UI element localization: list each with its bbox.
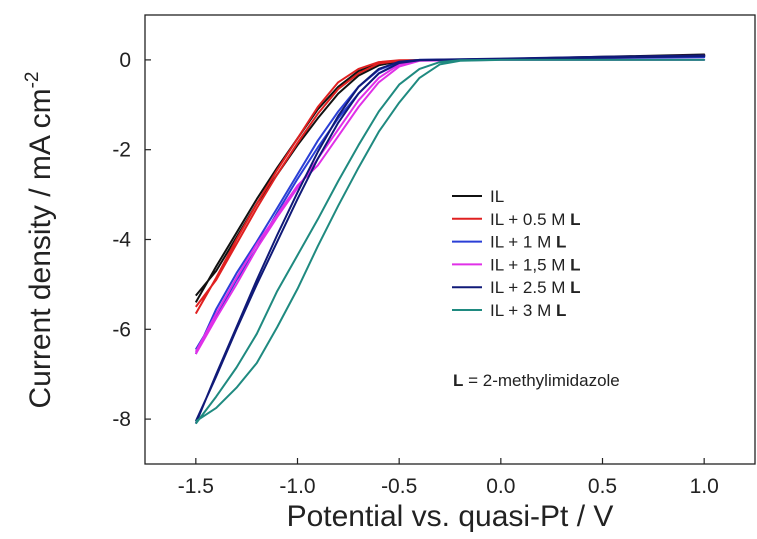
legend-label-text: IL + 2.5 M bbox=[490, 278, 570, 297]
annotation-bold: L bbox=[453, 371, 463, 390]
legend-label-4: IL + 2.5 M L bbox=[490, 278, 581, 297]
legend-label-bold: L bbox=[570, 278, 580, 297]
y-tick-label: -8 bbox=[112, 408, 131, 431]
series-line-2 bbox=[194, 55, 706, 355]
legend-label-bold: L bbox=[556, 233, 566, 252]
y-axis-title-superscript: -2 bbox=[22, 71, 43, 88]
x-tick-label: -0.5 bbox=[381, 475, 417, 498]
axis-ticks bbox=[145, 59, 705, 464]
x-tick-label: -1.5 bbox=[178, 475, 214, 498]
y-tick-label: -4 bbox=[112, 229, 131, 252]
legend-label-text: IL + 1 M bbox=[490, 233, 556, 252]
legend-label-5: IL + 3 M L bbox=[490, 301, 566, 320]
x-axis-title: Potential vs. quasi-Pt / V bbox=[287, 500, 614, 533]
x-tick-label: 1.0 bbox=[690, 475, 719, 498]
legend-label-bold: L bbox=[556, 301, 566, 320]
axis-tick-labels: -1.5 -1.0 -0.5 0.0 0.5 1.0 0 -2 -4 -6 -8 bbox=[112, 49, 718, 498]
legend-label-text: IL + 1,5 M bbox=[490, 255, 570, 274]
annotation: L = 2-methylimidazole bbox=[453, 371, 620, 390]
curves bbox=[194, 53, 706, 425]
legend-label-text: IL + 0.5 M bbox=[490, 210, 570, 229]
legend-label-0: IL bbox=[490, 187, 504, 206]
legend-label-2: IL + 1 M L bbox=[490, 233, 566, 252]
x-tick-label: -1.0 bbox=[279, 475, 315, 498]
legend-label-text: IL bbox=[490, 187, 504, 206]
y-tick-label: -2 bbox=[112, 139, 131, 162]
x-tick-label: 0.0 bbox=[486, 475, 515, 498]
x-tick-label: 0.5 bbox=[588, 475, 617, 498]
legend-label-bold: L bbox=[570, 255, 580, 274]
annotation-text: = 2-methylimidazole bbox=[463, 371, 619, 390]
y-axis-title-main: Current density / mA cm bbox=[24, 88, 57, 408]
series-line-5 bbox=[195, 58, 706, 425]
series-line-1 bbox=[194, 54, 706, 315]
legend-label-3: IL + 1,5 M L bbox=[490, 255, 581, 274]
series-line-3 bbox=[194, 58, 706, 355]
y-axis-title: Current density / mA cm-2 bbox=[22, 71, 57, 408]
legend-label-text: IL + 3 M bbox=[490, 301, 556, 320]
legend-label-1: IL + 0.5 M L bbox=[490, 210, 581, 229]
series-line-4 bbox=[194, 54, 706, 424]
y-tick-label: 0 bbox=[119, 49, 131, 72]
legend-label-bold: L bbox=[570, 210, 580, 229]
y-tick-label: -6 bbox=[112, 318, 131, 341]
